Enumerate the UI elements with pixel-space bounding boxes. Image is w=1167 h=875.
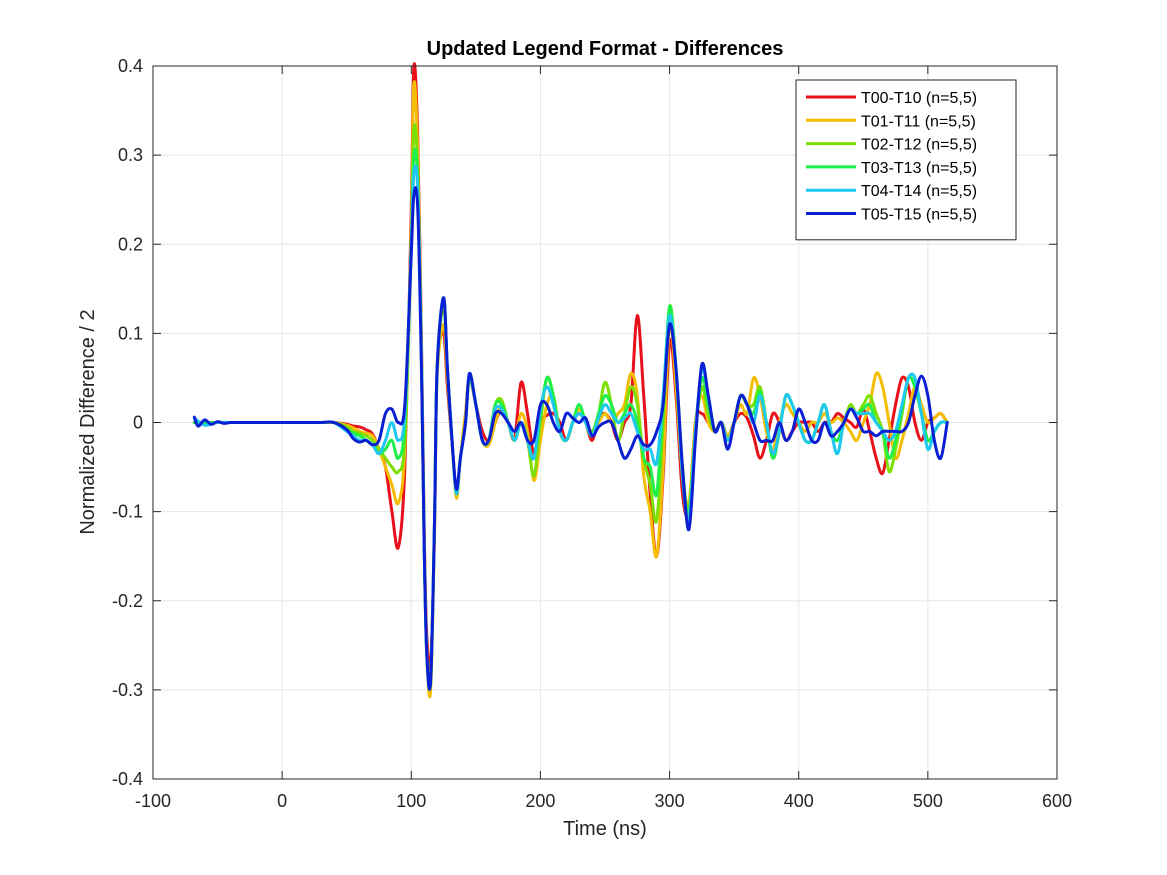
y-tick-label: 0.1 (118, 323, 143, 343)
x-tick-label: 0 (277, 791, 287, 811)
legend-label: T05-T15 (n=5,5) (861, 207, 977, 224)
y-tick-label: 0.3 (118, 145, 143, 165)
y-tick-label: 0 (133, 413, 143, 433)
legend-label: T04-T14 (n=5,5) (861, 183, 977, 200)
legend-label: T02-T12 (n=5,5) (861, 137, 977, 154)
x-axis-label: Time (ns) (563, 818, 647, 840)
series-line-t05-t15 (192, 186, 949, 691)
legend-label: T03-T13 (n=5,5) (861, 160, 977, 177)
x-tick-label: -100 (135, 791, 171, 811)
series-group (192, 62, 949, 699)
x-tick-label: 300 (655, 791, 685, 811)
y-tick-label: -0.3 (112, 680, 143, 700)
y-tick-label: -0.2 (112, 591, 143, 611)
y-tick-label: 0.2 (118, 234, 143, 254)
y-tick-label: 0.4 (118, 56, 143, 76)
legend: T00-T10 (n=5,5) T01-T11 (n=5,5) T02-T12 (n… (795, 79, 1017, 241)
chart-title: Updated Legend Format - Differences (427, 38, 784, 60)
y-tick-label: -0.4 (112, 769, 143, 789)
y-tick-label: -0.1 (112, 502, 143, 522)
x-tick-label: 600 (1042, 791, 1072, 811)
y-axis-label: Normalized Difference / 2 (77, 309, 99, 534)
legend-label: T00-T10 (n=5,5) (861, 90, 977, 107)
x-tick-label: 500 (913, 791, 943, 811)
series-line-t04-t14 (192, 164, 949, 691)
axis-ticks: -100 0 100 200 300 400 500 600 -0.4 -0.3 -0.2 -0.1 0… (112, 56, 1072, 811)
legend-label: T01-T11 (n=5,5) (861, 113, 976, 130)
x-tick-label: 400 (784, 791, 814, 811)
x-tick-label: 100 (396, 791, 426, 811)
series-line-t01-t11 (192, 80, 949, 699)
x-tick-label: 200 (525, 791, 555, 811)
